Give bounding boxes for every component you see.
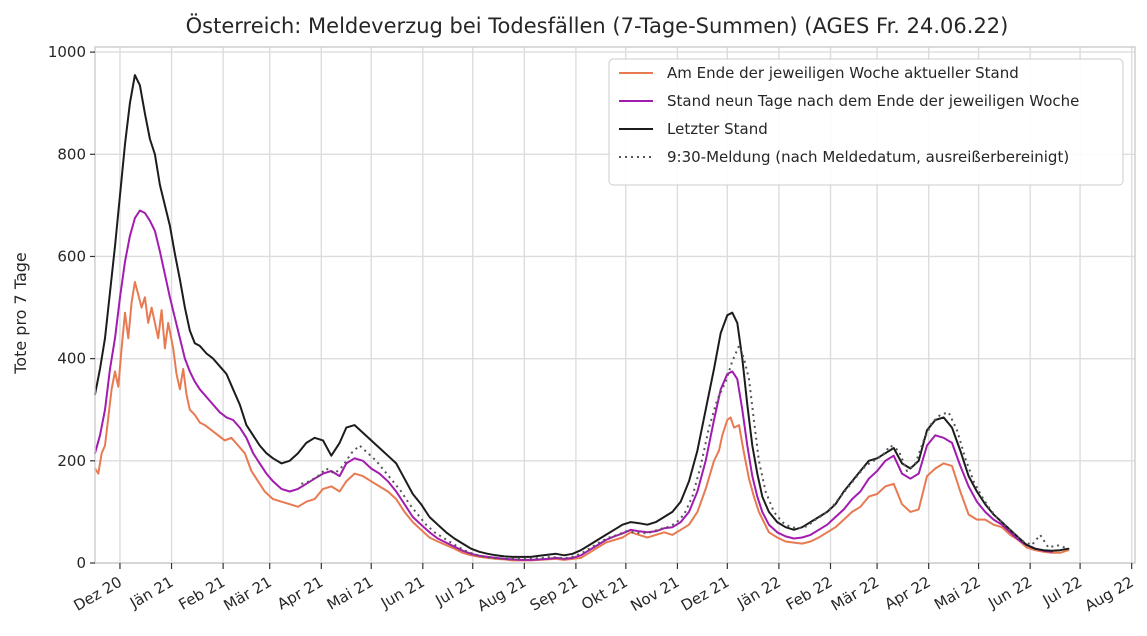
legend-label: Am Ende der jeweiligen Woche aktueller S… bbox=[667, 64, 1019, 82]
chart-title: Österreich: Meldeverzug bei Todesfällen … bbox=[186, 13, 1009, 38]
y-tick-label: 0 bbox=[76, 554, 86, 572]
series-lines bbox=[94, 74, 1070, 562]
series-line-4 bbox=[301, 344, 1066, 560]
legend-label: Stand neun Tage nach dem Ende der jeweil… bbox=[667, 92, 1079, 110]
y-tick-label: 200 bbox=[57, 452, 86, 470]
y-axis-label: Tote pro 7 Tage bbox=[11, 252, 30, 375]
y-tick-label: 800 bbox=[57, 145, 86, 163]
legend-label: Letzter Stand bbox=[667, 120, 768, 138]
y-axis: 0 200 400 600 800 1000 bbox=[48, 43, 95, 572]
series-line-3 bbox=[94, 74, 1070, 558]
series-line-2 bbox=[94, 209, 1053, 561]
legend-box bbox=[608, 58, 1124, 186]
legend-label: 9:30-Meldung (nach Meldedatum, ausreißer… bbox=[667, 148, 1069, 166]
y-tick-label: 400 bbox=[57, 350, 86, 368]
y-tick-label: 600 bbox=[57, 247, 86, 265]
grid bbox=[95, 47, 1135, 564]
plot-frame bbox=[94, 46, 1136, 564]
legend: Am Ende der jeweiligen Woche aktueller S… bbox=[608, 58, 1124, 186]
y-tick-label: 1000 bbox=[48, 43, 86, 61]
